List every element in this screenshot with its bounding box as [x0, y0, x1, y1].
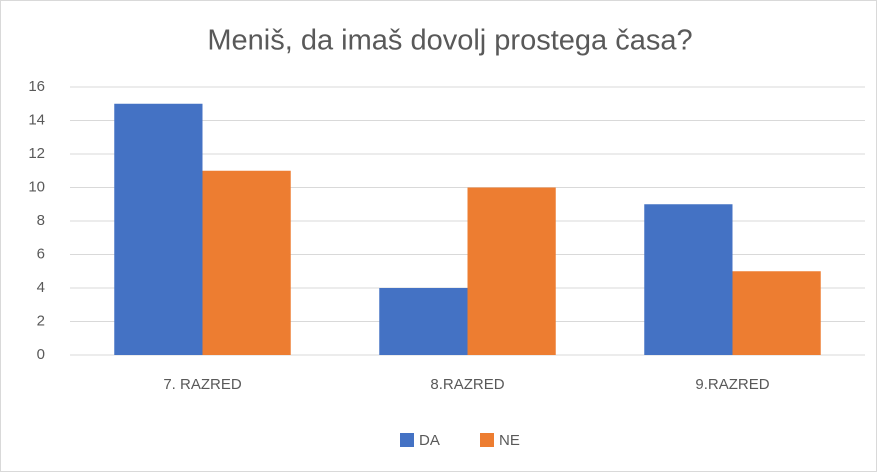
legend-swatch: [480, 433, 494, 447]
y-tick-label: 0: [37, 346, 45, 363]
legend-label: DA: [419, 432, 440, 449]
legend-label: NE: [499, 432, 520, 449]
bar: [379, 288, 468, 355]
x-tick-label: 7. RAZRED: [163, 376, 242, 393]
y-tick-label: 16: [28, 78, 45, 95]
x-tick-label: 9.RAZRED: [695, 376, 769, 393]
x-tick-label: 8.RAZRED: [430, 376, 504, 393]
y-tick-label: 12: [28, 145, 45, 162]
y-tick-label: 10: [28, 178, 45, 195]
y-tick-label: 8: [37, 212, 45, 229]
y-tick-label: 6: [37, 245, 45, 262]
chart-title: Meniš, da imaš dovolj prostega časa?: [207, 25, 692, 57]
bar: [114, 103, 203, 355]
y-tick-label: 14: [28, 111, 45, 128]
y-tick-label: 4: [37, 279, 45, 296]
bar: [467, 187, 556, 355]
bar: [644, 204, 733, 355]
bar: [732, 271, 821, 355]
y-tick-label: 2: [37, 312, 45, 329]
legend-swatch: [400, 433, 414, 447]
bar: [202, 170, 291, 355]
